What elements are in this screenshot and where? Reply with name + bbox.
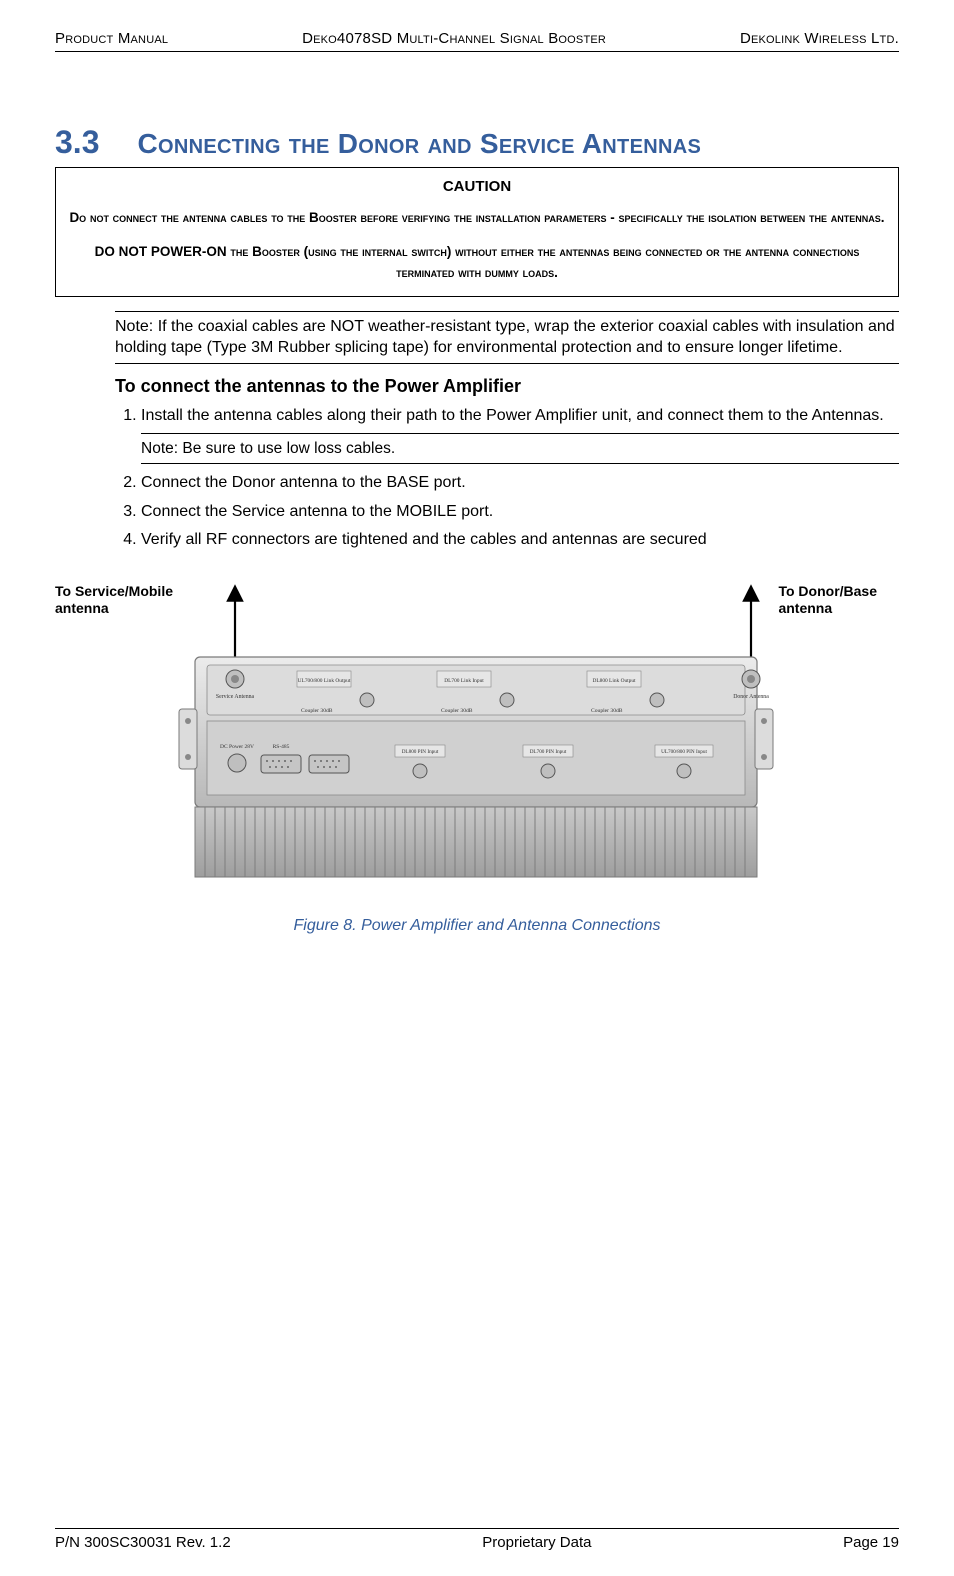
figure-canvas: To Service/Mobileantenna To Donor/Basean… bbox=[55, 579, 899, 909]
header-right: Dekolink Wireless Ltd. bbox=[740, 30, 899, 47]
step-1: Install the antenna cables along their p… bbox=[141, 405, 899, 464]
svg-text:Coupler 30dB: Coupler 30dB bbox=[441, 708, 473, 714]
note-low-loss: Note: Be sure to use low loss cables. bbox=[141, 433, 899, 464]
caution-para-2: DO NOT POWER-ON the Booster (using the i… bbox=[64, 241, 890, 284]
svg-text:DL800 PIN Input: DL800 PIN Input bbox=[402, 749, 439, 755]
svg-text:DL800 Link Output: DL800 Link Output bbox=[592, 678, 636, 684]
section-number: 3.3 bbox=[55, 124, 99, 161]
caution-box: CAUTION Do not connect the antenna cable… bbox=[55, 167, 899, 297]
step-1-text: Install the antenna cables along their p… bbox=[141, 407, 884, 424]
header-center: Deko4078SD Multi-Channel Signal Booster bbox=[302, 30, 606, 47]
svg-text:DC Power 28V: DC Power 28V bbox=[220, 744, 254, 750]
footer-center: Proprietary Data bbox=[482, 1534, 591, 1551]
svg-text:RS-485: RS-485 bbox=[273, 744, 290, 750]
page-header: Product Manual Deko4078SD Multi-Channel … bbox=[55, 30, 899, 52]
svg-text:Coupler 30dB: Coupler 30dB bbox=[301, 708, 333, 714]
svg-text:UL700/800 Link Output: UL700/800 Link Output bbox=[298, 678, 351, 684]
svg-text:Donor Antenna: Donor Antenna bbox=[733, 694, 769, 700]
caution-para-1: Do not connect the antenna cables to the… bbox=[64, 207, 890, 229]
page: Product Manual Deko4078SD Multi-Channel … bbox=[0, 0, 954, 1576]
caution-title: CAUTION bbox=[64, 178, 890, 195]
note-weather: Note: If the coaxial cables are NOT weat… bbox=[115, 311, 899, 364]
step-3: Connect the Service antenna to the MOBIL… bbox=[141, 501, 899, 523]
header-left: Product Manual bbox=[55, 30, 168, 47]
subheading: To connect the antennas to the Power Amp… bbox=[115, 376, 899, 397]
svg-text:DL700 PIN Input: DL700 PIN Input bbox=[530, 749, 567, 755]
svg-text:UL700/800 PIN Input: UL700/800 PIN Input bbox=[661, 749, 707, 755]
figure-svg: Service Antenna UL700/800 Link Output DL… bbox=[55, 579, 899, 909]
svg-text:Coupler 30dB: Coupler 30dB bbox=[591, 708, 623, 714]
svg-text:DL700 Link Input: DL700 Link Input bbox=[444, 678, 484, 684]
footer-right: Page 19 bbox=[843, 1534, 899, 1551]
section-heading: 3.3 Connecting the Donor and Service Ant… bbox=[55, 124, 899, 161]
figure: To Service/Mobileantenna To Donor/Basean… bbox=[55, 579, 899, 935]
steps-list: Install the antenna cables along their p… bbox=[115, 405, 899, 551]
figure-caption: Figure 8. Power Amplifier and Antenna Co… bbox=[55, 917, 899, 935]
step-2: Connect the Donor antenna to the BASE po… bbox=[141, 472, 899, 494]
page-footer: P/N 300SC30031 Rev. 1.2 Proprietary Data… bbox=[55, 1528, 899, 1551]
step-4: Verify all RF connectors are tightened a… bbox=[141, 529, 899, 551]
svg-text:Service Antenna: Service Antenna bbox=[216, 694, 255, 700]
footer-left: P/N 300SC30031 Rev. 1.2 bbox=[55, 1534, 231, 1551]
section-title: Connecting the Donor and Service Antenna… bbox=[137, 128, 701, 160]
content-block: Note: If the coaxial cables are NOT weat… bbox=[115, 311, 899, 557]
device-diagram: Service Antenna UL700/800 Link Output DL… bbox=[179, 657, 773, 877]
